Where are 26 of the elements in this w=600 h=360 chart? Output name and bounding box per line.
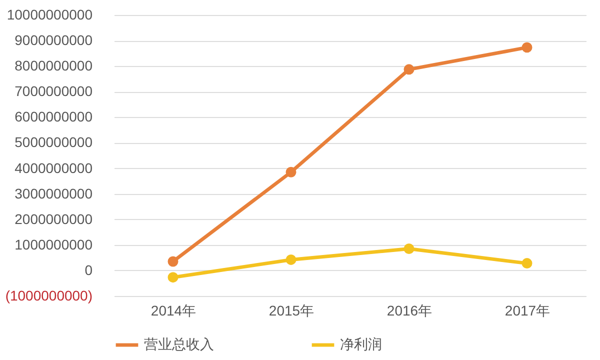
point [168,256,178,267]
y-tick-label: 0 [84,262,93,278]
point [286,254,296,265]
legend-label: 净利润 [340,336,382,352]
y-tick-label: 6000000000 [14,108,93,125]
y-tick-label: 4000000000 [14,160,93,176]
y-tick-label: 3000000000 [14,185,93,202]
legend-label: 营业总收入 [144,336,214,352]
point [404,64,414,75]
point [522,258,532,269]
x-tick-label: 2016年 [386,302,432,318]
x-tick-label: 2015年 [268,302,314,318]
point [404,244,414,254]
y-tick-label: 8000000000 [14,58,93,74]
y-tick-label: 5000000000 [14,134,93,150]
y-tick-label: 9000000000 [14,32,93,48]
x-tick-label: 2017年 [504,302,550,318]
y-tick-label: 7000000000 [14,83,93,100]
point [286,166,296,178]
y-tick-label: 2000000000 [14,210,93,227]
y-tick-label: 10000000000 [6,6,93,22]
y-tick-label: 1000000000 [14,236,93,252]
point [168,272,178,283]
x-tick-label: 2014年 [150,302,196,318]
point [522,42,532,53]
y-tick-label: (1000000000) [5,288,92,304]
